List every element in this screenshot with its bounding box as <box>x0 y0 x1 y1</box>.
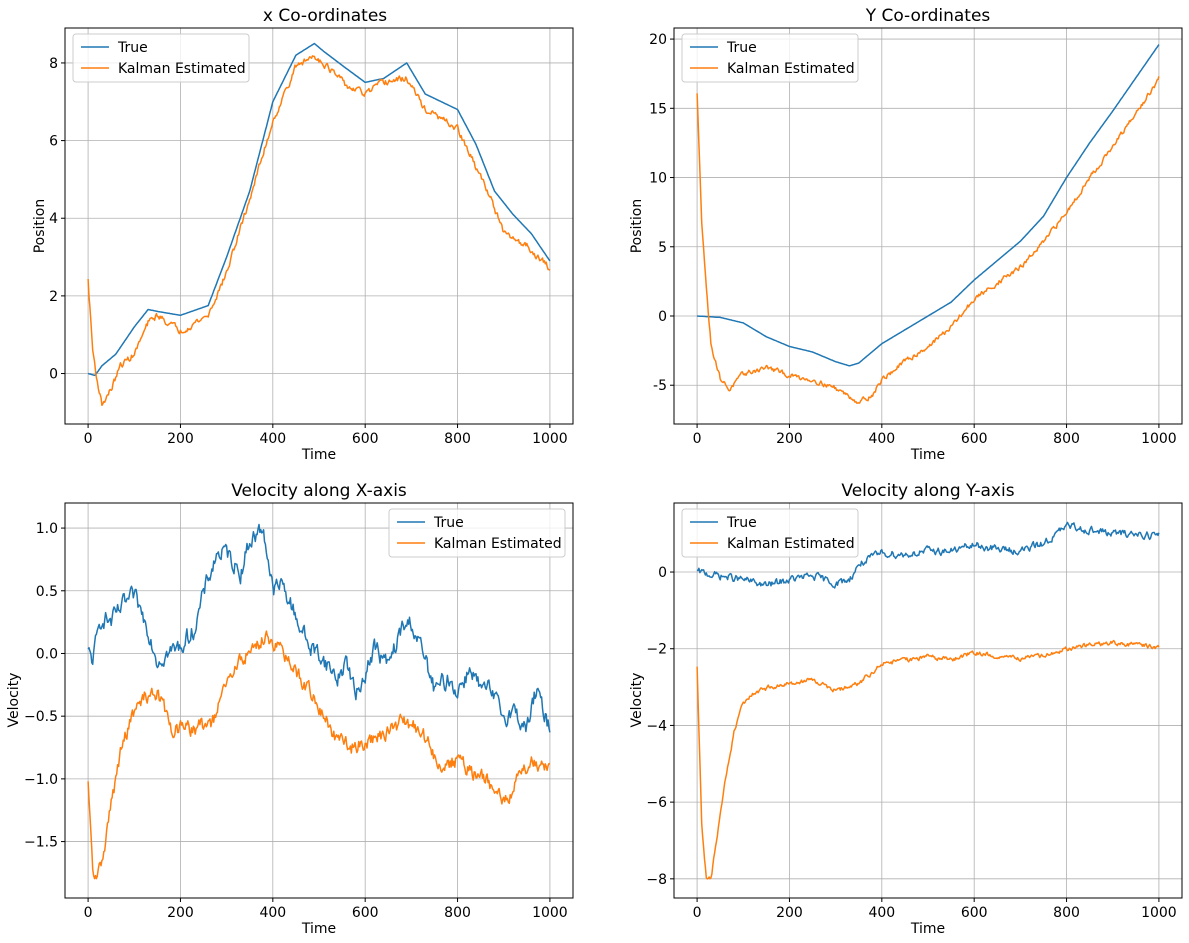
y-tick-label: 20 <box>649 32 667 48</box>
x-tick-label: 400 <box>259 431 286 447</box>
y-tick-label: −8 <box>646 872 667 888</box>
legend-entry: True <box>117 40 148 56</box>
y-tick-label: 1.0 <box>36 521 58 537</box>
x-tick-label: 400 <box>259 905 286 921</box>
x-axis-label: Time <box>301 447 336 463</box>
x-tick-label: 200 <box>776 905 803 921</box>
y-tick-label: 6 <box>49 134 58 150</box>
x-tick-label: 1000 <box>532 431 568 447</box>
chart-velocity-x: Velocity along X-axis 0 200 400 600 800 1000 −… <box>6 481 574 937</box>
x-tick-label: 800 <box>444 905 471 921</box>
y-tick-label: 0 <box>49 367 58 383</box>
y-tick-label: −6 <box>646 795 667 811</box>
legend-entry: True <box>726 515 757 531</box>
x-tick-label: 1000 <box>1141 431 1177 447</box>
legend-entry: True <box>726 40 757 56</box>
x-tick-label: 0 <box>84 905 93 921</box>
y-axis-label: Velocity <box>6 673 22 728</box>
y-tick-label: 0.0 <box>36 646 58 662</box>
y-axis-label: Position <box>32 199 48 254</box>
legend: True Kalman Estimated <box>681 33 859 83</box>
x-tick-label: 800 <box>444 431 471 447</box>
y-tick-label: 5 <box>658 240 667 256</box>
legend-entry: Kalman Estimated <box>434 536 562 552</box>
x-tick-label: 800 <box>1053 905 1080 921</box>
x-tick-label: 200 <box>776 431 803 447</box>
series-line-true <box>697 44 1160 367</box>
x-tick-label: 600 <box>352 905 379 921</box>
plot-frame <box>673 27 1183 425</box>
y-tick-label: −1.0 <box>24 772 58 788</box>
x-tick-label: 400 <box>868 431 895 447</box>
y-tick-label: 2 <box>49 289 58 305</box>
legend-entry: Kalman Estimated <box>727 61 855 77</box>
x-tick-label: 200 <box>167 431 194 447</box>
x-tick-label: 1000 <box>532 905 568 921</box>
y-tick-label: −2 <box>646 642 667 658</box>
legend-entry: Kalman Estimated <box>118 61 246 77</box>
x-tick-label: 600 <box>961 905 988 921</box>
chart-title: Velocity along Y-axis <box>841 481 1014 501</box>
y-axis-label: Position <box>629 199 645 254</box>
x-tick-label: 400 <box>868 905 895 921</box>
plot-frame <box>64 27 574 425</box>
legend-box <box>681 508 859 558</box>
legend-box <box>72 33 250 83</box>
series-line-kalman-estimated <box>87 55 551 407</box>
chart-x-coordinates: x Co-ordinates 0 200 400 600 800 1000 0 2 4 6 8 Ti… <box>32 6 574 463</box>
chart-title: Y Co-ordinates <box>865 6 991 26</box>
y-tick-label: 0.5 <box>36 584 58 600</box>
chart-y-coordinates: Y Co-ordinates 0 200 400 600 800 1000 -5 0 5 10 15… <box>629 6 1183 463</box>
y-tick-label: 4 <box>49 211 58 227</box>
legend-box <box>388 508 566 558</box>
legend: True Kalman Estimated <box>681 508 859 558</box>
x-tick-label: 0 <box>693 905 702 921</box>
series-line-true <box>696 521 1160 589</box>
y-tick-label: -5 <box>653 378 667 394</box>
x-tick-label: 600 <box>352 431 379 447</box>
y-tick-label: −1.5 <box>24 835 58 851</box>
chart-velocity-y: Velocity along Y-axis 0 200 400 600 800 1000 −… <box>629 481 1183 937</box>
y-tick-label: 15 <box>649 101 667 117</box>
plot-frame <box>673 502 1183 899</box>
chart-title: Velocity along X-axis <box>231 481 407 501</box>
chart-title: x Co-ordinates <box>263 6 387 26</box>
series-line-kalman-estimated <box>87 630 550 880</box>
legend: True Kalman Estimated <box>72 33 250 83</box>
series-line-true <box>87 523 551 733</box>
x-tick-label: 800 <box>1053 431 1080 447</box>
x-tick-label: 600 <box>961 431 988 447</box>
x-axis-label: Time <box>301 921 336 937</box>
series-line-kalman-estimated <box>696 639 1160 880</box>
x-axis-label: Time <box>910 447 945 463</box>
y-axis-label: Velocity <box>629 673 645 728</box>
x-tick-label: 0 <box>693 431 702 447</box>
series-line-kalman-estimated <box>696 76 1160 404</box>
x-tick-label: 200 <box>167 905 194 921</box>
x-tick-label: 0 <box>84 431 93 447</box>
y-tick-label: −4 <box>646 718 667 734</box>
y-tick-label: 10 <box>649 171 667 187</box>
y-tick-label: −0.5 <box>24 709 58 725</box>
legend-entry: True <box>433 515 464 531</box>
plot-frame <box>64 502 574 899</box>
legend: True Kalman Estimated <box>388 508 566 558</box>
x-axis-label: Time <box>910 921 945 937</box>
y-tick-label: 8 <box>49 56 58 72</box>
x-tick-label: 1000 <box>1141 905 1177 921</box>
y-tick-label: 0 <box>658 309 667 325</box>
y-tick-label: 0 <box>658 565 667 581</box>
legend-box <box>681 33 859 83</box>
legend-entry: Kalman Estimated <box>727 536 855 552</box>
series-line-true <box>87 42 551 377</box>
